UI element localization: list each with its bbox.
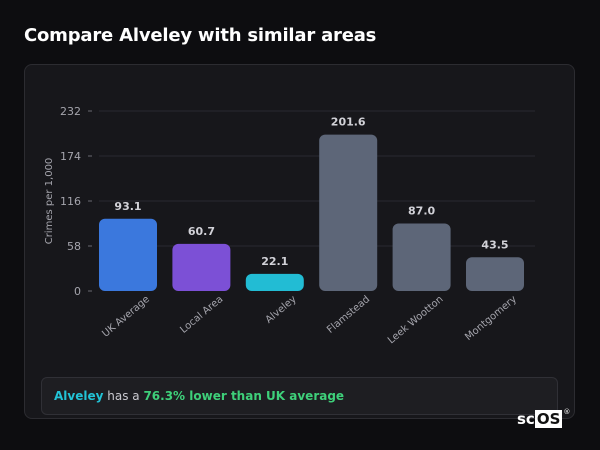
- bar-montgomery: [466, 257, 524, 291]
- y-axis-label: Crimes per 1,000: [44, 158, 55, 245]
- bar-value-label: 201.6: [331, 116, 366, 129]
- bar-flamstead: [319, 134, 378, 291]
- y-tick-label: 232: [60, 105, 81, 118]
- y-tick-label: 0: [74, 285, 81, 298]
- x-tick-label: Local Area: [178, 294, 225, 336]
- y-tick-label: 116: [60, 195, 81, 208]
- bar-alveley: [245, 273, 304, 291]
- y-tick-label: 58: [67, 240, 81, 253]
- summary-area-name: Alveley: [54, 389, 104, 403]
- bar-value-label: 60.7: [188, 225, 215, 238]
- logo-os-text: OS: [534, 410, 563, 428]
- y-tick-label: 174: [60, 150, 81, 163]
- x-tick-label: Leek Wootton: [386, 294, 446, 346]
- bar-value-label: 43.5: [481, 238, 508, 251]
- bar-value-label: 22.1: [261, 255, 288, 268]
- x-tick-label: Flamstead: [325, 294, 372, 336]
- logo-registered-mark: ®: [563, 408, 571, 416]
- scos-logo: sc OS ®: [517, 408, 570, 430]
- logo-sc-text: sc: [517, 410, 535, 428]
- summary-banner: Alveley has a 76.3% lower than UK averag…: [41, 377, 558, 415]
- bar-local-area: [172, 243, 231, 291]
- x-tick-label: Montgomery: [463, 294, 519, 343]
- summary-stat: 76.3% lower than UK average: [143, 389, 345, 403]
- summary-connector-text: has a: [103, 389, 144, 403]
- bar-value-label: 87.0: [408, 205, 435, 218]
- bar-value-label: 93.1: [114, 200, 141, 213]
- bar-uk-average: [99, 218, 157, 291]
- x-tick-label: Alveley: [264, 294, 299, 326]
- x-tick-label: UK Average: [100, 294, 152, 340]
- page-title: Compare Alveley with similar areas: [24, 25, 377, 46]
- bar-leek-wootton: [392, 223, 451, 291]
